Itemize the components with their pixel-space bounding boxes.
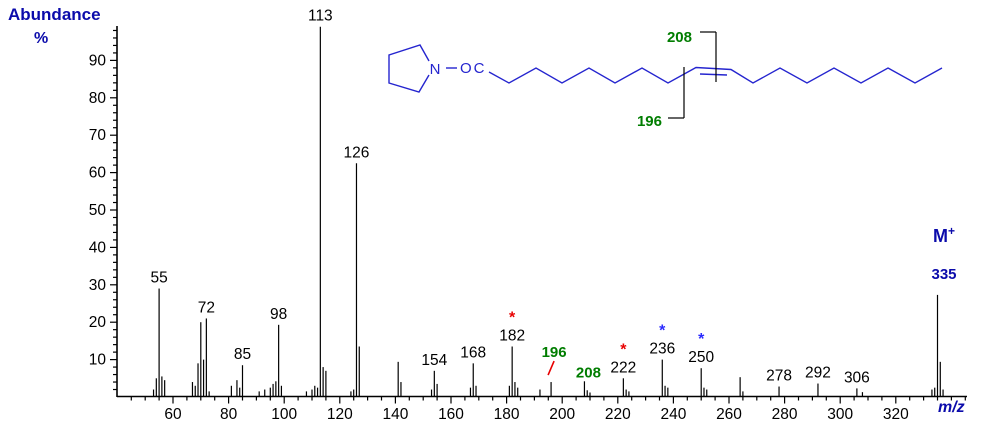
peak-label-196: 196: [542, 344, 567, 361]
peak-label-126: 126: [344, 144, 370, 161]
structure-mass-196: 196: [637, 113, 662, 130]
x-tick-label: 100: [271, 406, 297, 423]
peak-label-154: 154: [421, 352, 447, 369]
y-tick-label: 70: [89, 127, 107, 144]
structure-mass-208: 208: [667, 29, 692, 46]
y-tick-label: 30: [89, 277, 107, 294]
y-tick-label: 10: [89, 352, 107, 369]
peak-label-278: 278: [766, 368, 792, 385]
x-tick-label: 300: [827, 406, 853, 423]
peak-label-250: 250: [688, 349, 714, 366]
peak-label-168: 168: [460, 344, 486, 361]
peak-label-72: 72: [198, 299, 215, 316]
x-tick-label: 240: [660, 406, 686, 423]
x-tick-label: 80: [220, 406, 238, 423]
spectrum-plot-area: 60 80 100 120 140 160 180 200 220 240 260 280 300 320…: [89, 8, 967, 423]
x-tick-label: 280: [772, 406, 798, 423]
peak-label-208: 208: [576, 364, 601, 381]
peak-label-306: 306: [844, 369, 870, 386]
x-tick-label: 260: [716, 406, 742, 423]
peak-label-182: 182: [499, 328, 525, 345]
x-tick-label: 180: [494, 406, 520, 423]
molecular-ion-mass: 335: [931, 266, 957, 283]
y-tick-label: 80: [89, 90, 107, 107]
red-asterisk-marker: *: [620, 341, 627, 358]
red-asterisk-marker: *: [509, 310, 516, 327]
x-axis-title: m/z: [938, 399, 965, 416]
x-tick-label: 320: [883, 406, 909, 423]
x-tick-label: 120: [327, 406, 353, 423]
peak-label-292: 292: [805, 365, 831, 382]
x-tick-label: 220: [605, 406, 631, 423]
y-tick-label: 20: [89, 314, 107, 331]
x-tick-label: 160: [438, 406, 464, 423]
peak-label-98: 98: [270, 306, 287, 323]
x-tick-label: 60: [164, 406, 182, 423]
blue-asterisk-marker: *: [698, 331, 705, 348]
pyrrolidine-ring: [388, 44, 430, 93]
oc-label: OC: [460, 60, 487, 77]
nitrogen-label: N: [430, 61, 441, 78]
y-axis-title: Abundance: [8, 5, 101, 24]
molecular-ion-charge: +: [947, 224, 955, 238]
peak-label-55: 55: [150, 270, 167, 287]
molecular-ion-label: M+: [922, 224, 966, 247]
molecular-ion-symbol: M: [932, 226, 948, 246]
y-tick-label: 60: [89, 165, 107, 182]
peak-label-236: 236: [649, 341, 675, 358]
y-axis-units: %: [34, 30, 49, 47]
peak-label-85: 85: [234, 346, 251, 363]
peak-label-222: 222: [610, 359, 636, 376]
molecule-structure: N OC 208 196: [388, 29, 943, 130]
y-tick-label: 90: [89, 52, 107, 69]
y-tick-label: 40: [89, 239, 107, 256]
y-tick-label: 50: [89, 202, 107, 219]
alkyl-chain: [488, 66, 943, 84]
red-slash-marker: [547, 360, 555, 376]
blue-asterisk-marker: *: [659, 323, 666, 340]
x-tick-label: 200: [549, 406, 575, 423]
peak-label-113: 113: [308, 8, 333, 25]
x-tick-label: 140: [382, 406, 408, 423]
double-bond-inner-line: [699, 73, 728, 76]
